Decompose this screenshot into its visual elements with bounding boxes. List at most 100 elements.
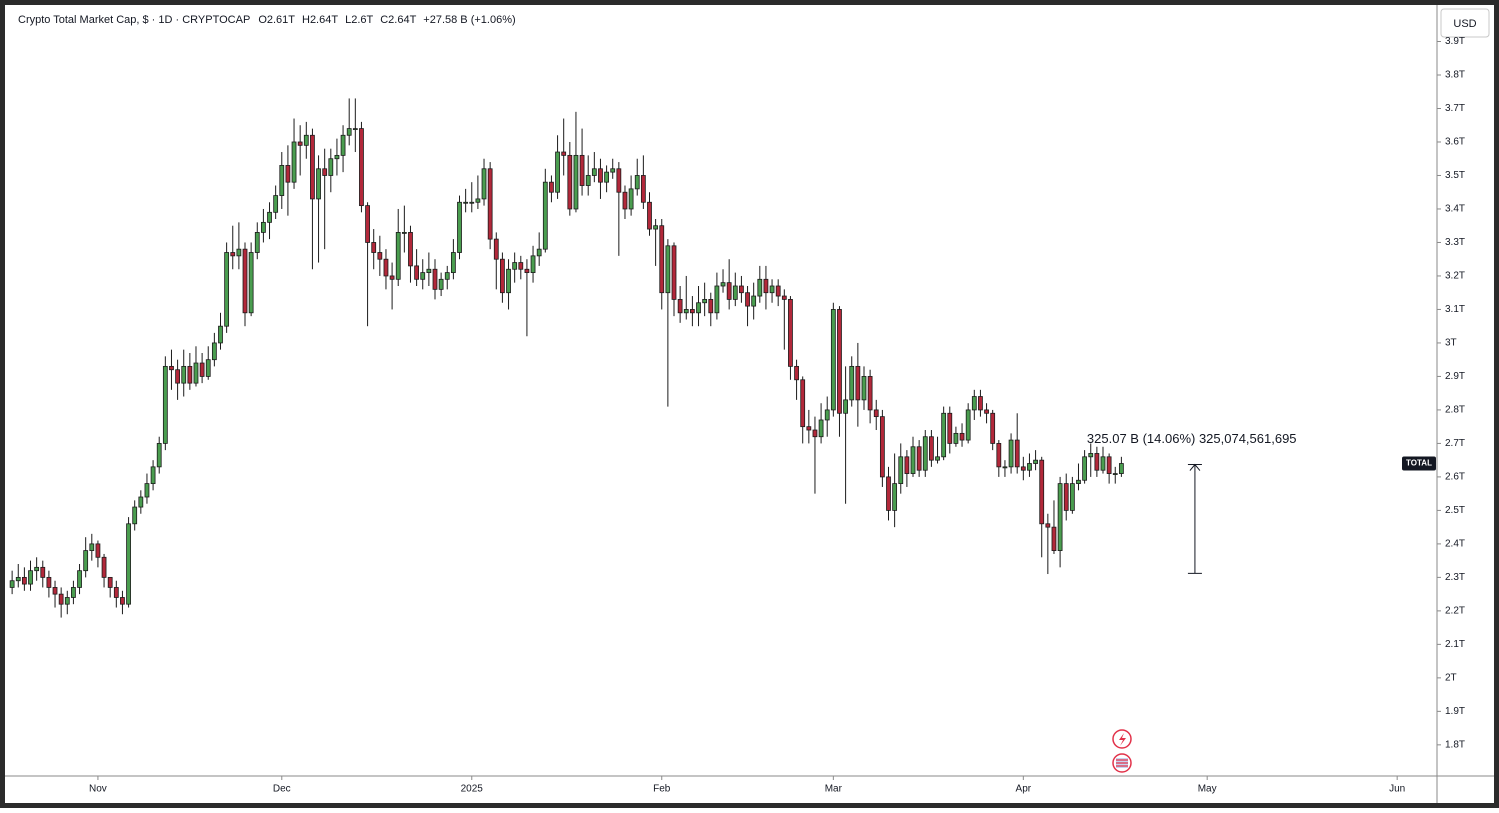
candle-body: [689, 309, 695, 314]
candle-body: [953, 432, 959, 444]
candle-body: [107, 576, 113, 588]
legend-header: Crypto Total Market Cap, $ · 1D · CRYPTO…: [18, 14, 516, 26]
candle-body: [524, 268, 530, 274]
candle-body: [162, 365, 168, 444]
candle-body: [340, 134, 346, 156]
candle-body: [1039, 459, 1045, 525]
x-tick-label: Apr: [1016, 784, 1032, 795]
candle-body: [781, 295, 787, 300]
candle-body: [990, 412, 996, 444]
candle-body: [52, 587, 58, 595]
candle-body: [175, 369, 180, 384]
candle-body: [916, 446, 922, 471]
candle-body: [1027, 463, 1032, 471]
candle-body: [628, 188, 634, 210]
candle-body: [794, 365, 799, 381]
candle-body: [634, 175, 640, 190]
candle-body: [352, 128, 358, 130]
candle-body: [726, 282, 732, 300]
y-tick-label: 2.8T: [1445, 405, 1465, 416]
x-tick-label: 2025: [461, 784, 484, 795]
candle-body: [89, 543, 95, 551]
candle-body: [1106, 456, 1112, 474]
candle-body: [71, 587, 76, 598]
y-tick-label: 2T: [1445, 673, 1457, 684]
candle-body: [316, 168, 321, 200]
candle-body: [1045, 523, 1051, 528]
candle-body: [21, 576, 27, 585]
candle-body: [861, 376, 867, 401]
candle-body: [359, 128, 364, 207]
candle-body: [1082, 456, 1088, 481]
y-tick-label: 2.5T: [1445, 505, 1465, 516]
candle-body: [58, 593, 64, 605]
candle-body: [101, 556, 107, 578]
currency-label[interactable]: USD: [1453, 18, 1476, 30]
candle-body: [536, 248, 542, 257]
candle-body: [892, 483, 898, 511]
candle-body: [769, 285, 775, 294]
currency-button[interactable]: [1440, 8, 1490, 38]
candle-body: [745, 292, 750, 307]
x-tick-label: May: [1198, 784, 1217, 795]
candle-body: [800, 379, 806, 428]
candle-body: [886, 476, 891, 511]
candle-body: [585, 175, 591, 186]
candle-body: [665, 245, 671, 294]
candle-body: [1094, 453, 1100, 471]
ohlc-value: C2.64T: [380, 14, 416, 26]
candle-body: [898, 456, 904, 485]
candle-body: [720, 282, 726, 287]
event-icon-glyph: [1116, 759, 1128, 767]
candle-body: [1100, 456, 1106, 471]
candle-body: [444, 272, 450, 280]
ohlc-value: H2.64T: [302, 14, 338, 26]
candle-body: [788, 298, 793, 367]
event-icons: [1112, 729, 1132, 773]
y-tick-label: 2.3T: [1445, 572, 1465, 583]
y-tick-label: 1.9T: [1445, 706, 1465, 717]
candle-body: [971, 396, 977, 411]
x-tick-label: Mar: [825, 784, 843, 795]
candle-body: [83, 550, 89, 572]
candle-body: [267, 211, 272, 223]
candle-body: [622, 191, 628, 210]
candle-body: [1051, 526, 1057, 551]
candle-body: [28, 570, 33, 585]
candle-body: [279, 165, 285, 196]
ohlc-value: +27.58 B (+1.06%): [423, 14, 515, 26]
candle-body: [984, 409, 989, 414]
candle-body: [414, 265, 419, 280]
candle-body: [365, 205, 370, 243]
candle-body: [450, 252, 456, 274]
candle-body: [1057, 483, 1063, 551]
candle-body: [653, 225, 659, 230]
candle-body: [818, 419, 824, 438]
candle-body: [1033, 459, 1038, 464]
candle-body: [873, 409, 879, 418]
y-tick-label: 3.3T: [1445, 237, 1465, 248]
x-tick-label: Dec: [273, 784, 291, 795]
candle-body: [591, 168, 597, 176]
chart-title: Crypto Total Market Cap, $ · 1D · CRYPTO…: [18, 14, 250, 26]
candle-body: [506, 268, 511, 294]
candle-body: [169, 365, 174, 371]
candle-body: [1020, 466, 1026, 471]
candle-body: [187, 365, 193, 384]
chart-background: [5, 5, 1494, 803]
y-tick-label: 2.1T: [1445, 639, 1465, 650]
candle-body: [1118, 463, 1124, 474]
candle-body: [959, 432, 965, 441]
candle-body: [604, 171, 609, 183]
candle-body: [830, 309, 836, 411]
candle-body: [254, 232, 260, 253]
y-tick-label: 3.5T: [1445, 170, 1465, 181]
candle-body: [15, 576, 21, 582]
candle-body: [837, 309, 842, 414]
candle-body: [463, 201, 469, 204]
candle-body: [322, 168, 328, 176]
candle-body: [46, 576, 52, 588]
candle-body: [181, 365, 187, 384]
candle-body: [426, 268, 432, 274]
